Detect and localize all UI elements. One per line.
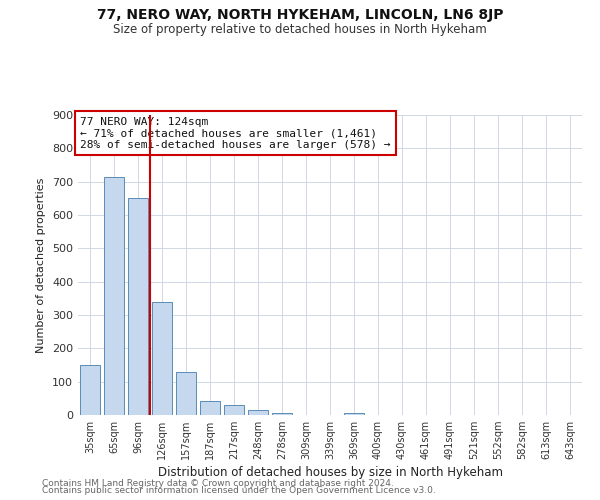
Bar: [344, 414, 364, 415]
Bar: [224, 405, 244, 415]
Bar: [104, 176, 124, 415]
Bar: [200, 401, 220, 415]
Text: 77, NERO WAY, NORTH HYKEHAM, LINCOLN, LN6 8JP: 77, NERO WAY, NORTH HYKEHAM, LINCOLN, LN…: [97, 8, 503, 22]
Text: Size of property relative to detached houses in North Hykeham: Size of property relative to detached ho…: [113, 22, 487, 36]
Bar: [248, 410, 268, 415]
Bar: [128, 198, 148, 415]
Text: Contains public sector information licensed under the Open Government Licence v3: Contains public sector information licen…: [42, 486, 436, 495]
X-axis label: Distribution of detached houses by size in North Hykeham: Distribution of detached houses by size …: [157, 466, 503, 479]
Text: 77 NERO WAY: 124sqm
← 71% of detached houses are smaller (1,461)
28% of semi-det: 77 NERO WAY: 124sqm ← 71% of detached ho…: [80, 116, 391, 150]
Text: Contains HM Land Registry data © Crown copyright and database right 2024.: Contains HM Land Registry data © Crown c…: [42, 478, 394, 488]
Y-axis label: Number of detached properties: Number of detached properties: [37, 178, 46, 352]
Bar: [80, 365, 100, 415]
Bar: [176, 372, 196, 415]
Bar: [272, 412, 292, 415]
Bar: [152, 302, 172, 415]
